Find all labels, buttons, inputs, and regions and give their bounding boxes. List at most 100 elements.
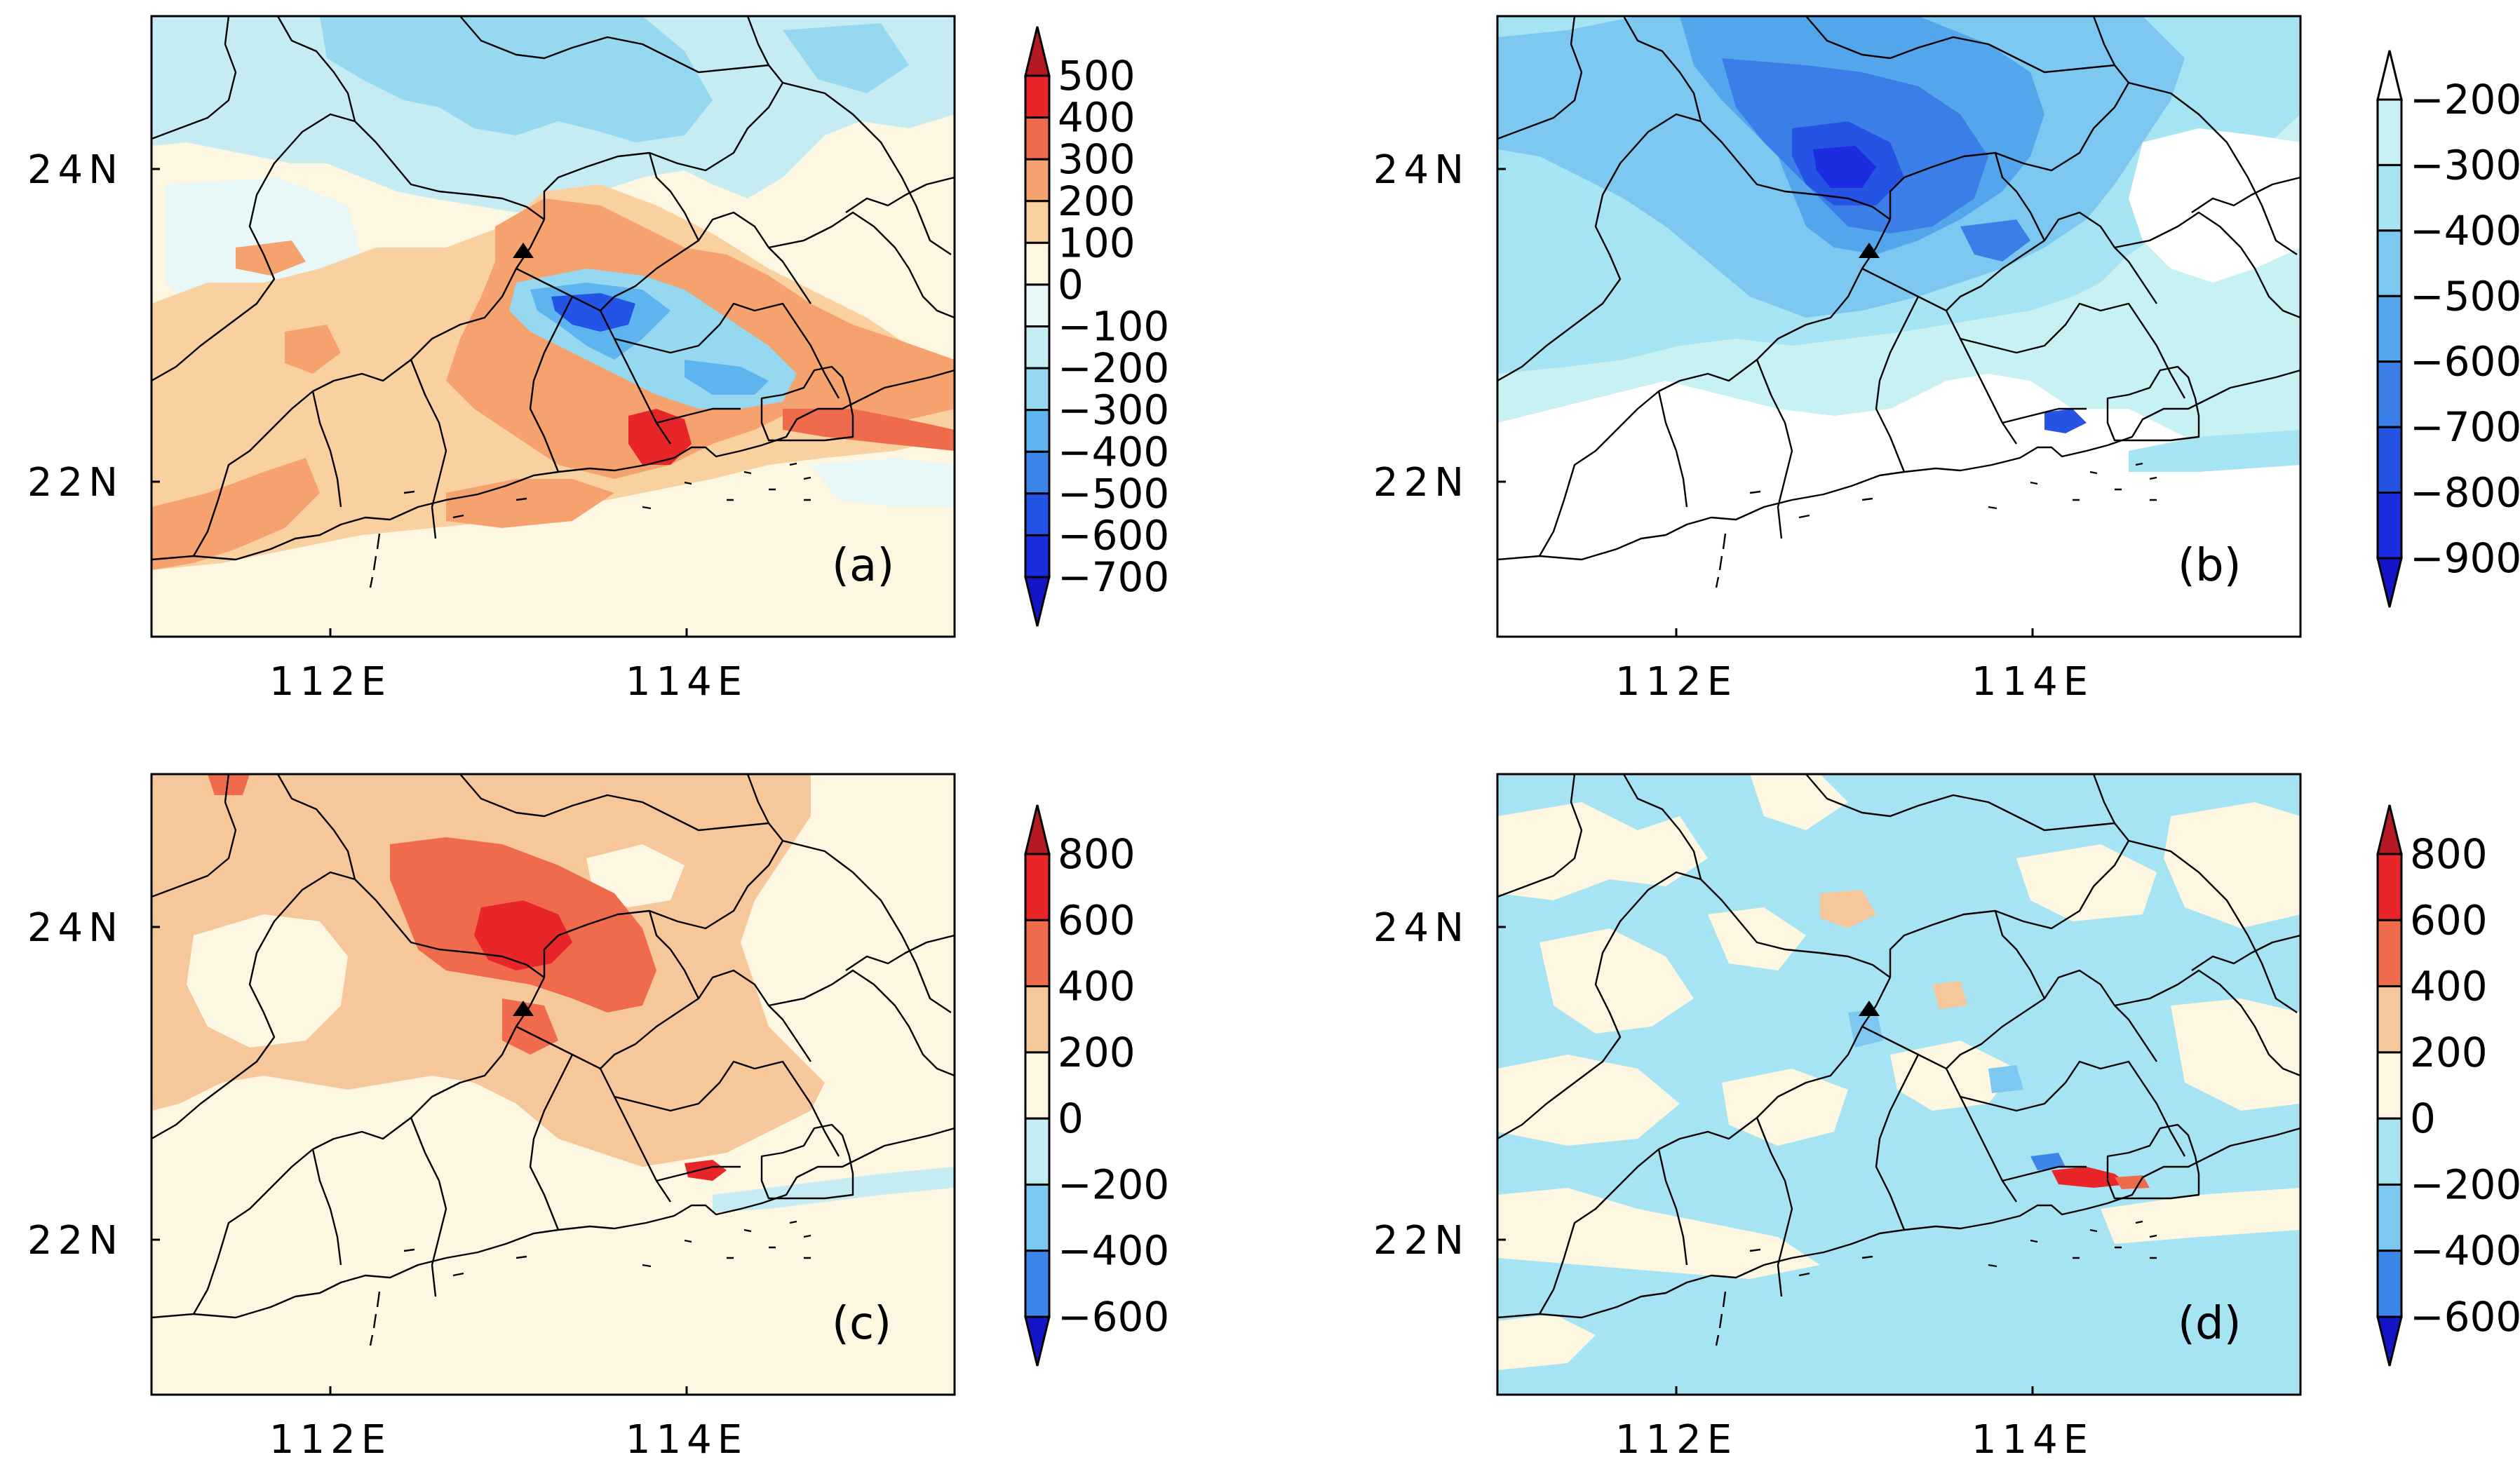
contour-white-east-b [2129, 128, 2300, 283]
ticks-d [1497, 926, 2034, 1395]
plot-frame-a [150, 15, 956, 638]
colorbar-label: 0 [2410, 1095, 2436, 1142]
colorbar-min-arrow [1024, 576, 1051, 627]
colorbar-min-arrow [2376, 557, 2403, 608]
contour-cream1-d [1497, 802, 1708, 900]
site-marker-b [1859, 243, 1880, 258]
map-area-c [151, 774, 955, 1395]
x-tick-112E-a: 112E [269, 659, 391, 705]
colorbar-label: −400 [1058, 1227, 1169, 1275]
contour-blue5-b [1813, 146, 1876, 188]
colorbar-swatch [1024, 919, 1051, 988]
colorbar-label: 600 [2410, 896, 2488, 944]
colorbar-label: −400 [2410, 207, 2520, 255]
colorbar-label: −700 [1058, 553, 1169, 601]
y-tick-24N-d: 24N [1373, 905, 1469, 951]
panel-tag-b: (b) [2178, 540, 2242, 592]
contour-blue-east-a [685, 360, 769, 395]
colorbar-label: 200 [2410, 1029, 2488, 1076]
site-marker-d [1859, 1001, 1880, 1016]
contour-red-blob1-c [208, 774, 250, 795]
contour-white-south-c [151, 1132, 558, 1314]
colorbar-swatch [2376, 229, 2403, 297]
contour-blue2-d [1988, 1065, 2023, 1093]
colorbar-label: −200 [2410, 76, 2520, 123]
colorbar-max-arrow [1024, 804, 1051, 855]
x-tick-112E-b: 112E [1615, 659, 1737, 705]
panel-tag-d: (d) [2178, 1298, 2242, 1350]
contour-cream11-d [1497, 1188, 1820, 1279]
colorbar-max-arrow [2376, 804, 2403, 855]
colorbar-a: 5004003002001000−100−200−300−400−500−600… [1024, 26, 1169, 627]
plot-frame-c [150, 773, 956, 1396]
colorbar-label: 600 [1058, 896, 1136, 944]
panel-a: 112E 114E 24N 22N (a) [27, 15, 956, 705]
panel-c: 112E 114E 24N 22N (c) [27, 773, 956, 1463]
colorbar-label: 800 [2410, 830, 2488, 878]
colorbar-swatch [2376, 853, 2403, 921]
panel-b: 112E 114E 24N 22N (b) [1373, 15, 2302, 705]
colorbar-swatch [1024, 158, 1051, 203]
contour-lightblue-sea-a [811, 458, 955, 507]
colorbar-label: 400 [2410, 963, 2488, 1010]
y-tick-24N-c: 24N [27, 905, 123, 951]
colorbar-label: 800 [1058, 830, 1136, 878]
colorbar-swatch [2376, 360, 2403, 428]
colorbar-swatch [1024, 985, 1051, 1054]
colorbar-b: −200 −300 −400 −500 −600 −700 −800 −900 [2376, 50, 2520, 608]
contour-orange2-d [1932, 981, 1967, 1009]
colorbar-swatch [2376, 426, 2403, 494]
colorbar-swatch [1024, 325, 1051, 370]
y-tick-22N-d: 22N [1373, 1218, 1469, 1264]
contour-red2-c [474, 900, 572, 970]
colorbar-label: 200 [1058, 177, 1136, 225]
contour-orange-blob1-a [285, 325, 341, 374]
colorbar-label: 400 [1058, 963, 1136, 1010]
colorbar-swatch [2376, 1051, 2403, 1120]
map-area-a [151, 16, 955, 637]
contour-cream12-d [1497, 1314, 1596, 1370]
colorbar-label: 400 [1058, 94, 1136, 142]
colorbar-label: −200 [2410, 1160, 2520, 1208]
contour-white-east-c [804, 802, 955, 1083]
colorbar-label: −300 [1058, 386, 1169, 434]
colorbar-swatch [1024, 1183, 1051, 1252]
colorbar-label: 300 [1058, 135, 1136, 183]
contour-cream5-d [2016, 844, 2157, 921]
colorbar-d: 800 600 400 200 0 −200 −400 −600 [2376, 804, 2520, 1367]
colorbar-swatch [2376, 1117, 2403, 1186]
colorbar-swatch [2376, 163, 2403, 232]
colorbar-label: −200 [1058, 344, 1169, 392]
contour-orange-west-a [151, 458, 320, 570]
map-area-b [1497, 16, 2300, 637]
panel-d: 112E 114E 24N 22N (d) [1373, 773, 2302, 1463]
colorbar-label: −600 [1058, 1293, 1169, 1341]
colorbar-swatch [2376, 985, 2403, 1054]
site-marker-c [513, 1001, 534, 1016]
contour-hk-blue-d [2030, 1153, 2066, 1170]
colorbar-label: −200 [1058, 1160, 1169, 1208]
y-tick-24N-a: 24N [27, 147, 123, 193]
colorbar-min-arrow [2376, 1315, 2403, 1367]
colorbar-label: −800 [2410, 469, 2520, 517]
colorbar-swatch [2376, 295, 2403, 363]
panel-tag-a: (a) [832, 540, 894, 592]
contour-red-hk-a [628, 409, 692, 465]
contour-hk-b [2044, 409, 2087, 433]
colorbar-label: −300 [2410, 141, 2520, 189]
contour-blue-north-a3 [783, 23, 909, 93]
colorbar-swatch [1024, 1250, 1051, 1318]
contour-hk-sea-b [2129, 430, 2300, 472]
colorbar-label: −400 [1058, 428, 1169, 475]
colorbar-max-arrow [1024, 26, 1051, 77]
colorbar-c: 800 600 400 200 0 −200 −400 −600 [1024, 804, 1169, 1367]
contour-cream7-d [1497, 1055, 1680, 1146]
colorbar-swatch [1024, 409, 1051, 453]
colorbar-max-arrow [2376, 50, 2403, 101]
colorbar-label: −600 [2410, 1293, 2520, 1341]
contour-blue-sea-c [713, 1167, 955, 1212]
colorbar-label: −600 [1058, 511, 1169, 559]
colorbar-label: 500 [1058, 52, 1136, 100]
contour-cream3-d [1539, 928, 1694, 1034]
